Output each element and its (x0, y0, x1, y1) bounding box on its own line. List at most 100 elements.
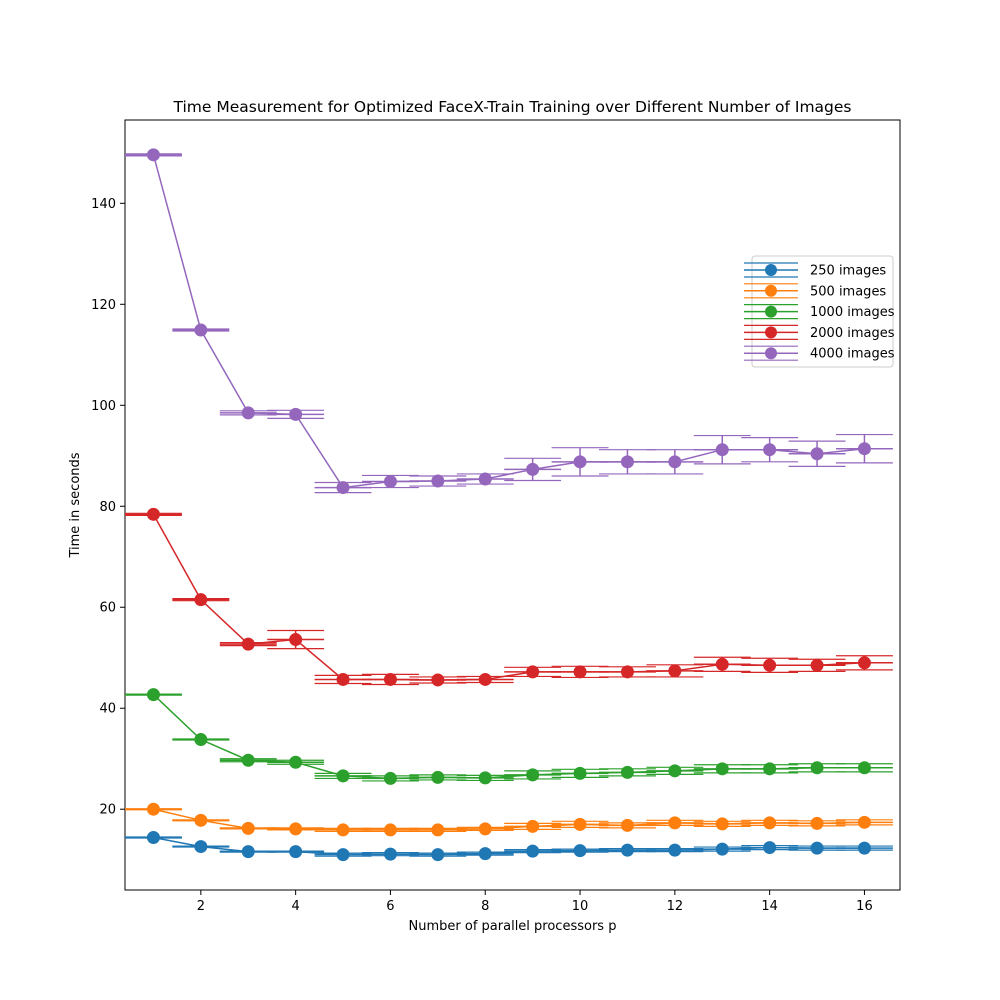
data-point (526, 665, 540, 679)
data-point (289, 845, 303, 859)
data-point (478, 771, 492, 785)
data-point (715, 657, 729, 671)
data-point (763, 443, 777, 457)
data-point (383, 475, 397, 489)
data-point (478, 822, 492, 836)
series-2000-images (125, 507, 893, 687)
series-line (152, 513, 865, 681)
data-point (715, 762, 729, 776)
data-point (336, 672, 350, 686)
legend-marker (765, 326, 777, 339)
legend-entry: 1000 images (744, 304, 895, 320)
data-point (857, 815, 871, 829)
data-point (573, 665, 587, 679)
x-tick-label: 2 (197, 899, 205, 914)
y-tick-label: 120 (91, 298, 116, 313)
data-point (289, 755, 303, 769)
data-point (289, 822, 303, 836)
x-tick-label: 4 (292, 899, 300, 914)
data-point (146, 507, 160, 521)
x-axis-label: Number of parallel processors p (409, 919, 617, 934)
data-point (715, 443, 729, 457)
data-point (857, 841, 871, 855)
data-point (526, 462, 540, 476)
legend-label: 500 images (810, 284, 886, 299)
data-point (810, 447, 824, 461)
legend-label: 1000 images (810, 305, 895, 320)
data-point (763, 841, 777, 855)
data-point (146, 830, 160, 844)
data-point (620, 818, 634, 832)
data-point (763, 658, 777, 672)
x-tick-label: 16 (856, 899, 873, 914)
series-1000-images (125, 688, 893, 785)
x-tick-label: 6 (386, 899, 394, 914)
data-point (478, 847, 492, 861)
data-point (573, 817, 587, 831)
plot-frame (124, 119, 901, 891)
legend-marker (765, 347, 777, 360)
data-point (763, 762, 777, 776)
data-point (383, 847, 397, 861)
data-point (241, 845, 255, 859)
y-tick-label: 60 (99, 601, 116, 616)
series-line (152, 694, 865, 780)
data-point (336, 769, 350, 783)
y-tick-label: 40 (99, 702, 116, 717)
data-point (431, 673, 445, 687)
data-point (526, 819, 540, 833)
data-point (668, 843, 682, 857)
y-axis: 20 40 60 80 100 120 140 (91, 197, 125, 818)
y-tick-label: 140 (91, 197, 116, 212)
legend-entry: 4000 images (744, 345, 895, 362)
chart-title: Time Measurement for Optimized FaceX-Tra… (173, 98, 852, 116)
y-tick-label: 80 (99, 500, 116, 515)
data-point (383, 823, 397, 837)
data-point (573, 766, 587, 780)
data-point (810, 761, 824, 775)
series-500-images (125, 802, 893, 837)
y-tick-label: 20 (99, 803, 116, 818)
data-point (194, 323, 208, 337)
data-point (857, 656, 871, 670)
legend-label: 250 images (810, 264, 886, 279)
data-point (668, 664, 682, 678)
data-point (336, 848, 350, 862)
legend-entry: 2000 images (744, 324, 895, 341)
data-point (478, 472, 492, 486)
series-250-images (125, 830, 893, 862)
data-point (478, 672, 492, 686)
y-tick-label: 100 (91, 399, 116, 414)
data-point (620, 665, 634, 679)
x-tick-label: 10 (572, 899, 589, 914)
legend-label: 4000 images (810, 347, 895, 362)
data-point (194, 593, 208, 607)
plot-area (124, 119, 901, 891)
data-point (289, 407, 303, 421)
data-point (146, 802, 160, 816)
data-point (241, 637, 255, 651)
legend-entry: 250 images (744, 262, 886, 279)
legend-marker (765, 305, 777, 318)
data-point (431, 848, 445, 862)
data-point (668, 816, 682, 830)
data-point (573, 455, 587, 469)
data-point (336, 481, 350, 495)
x-tick-label: 14 (761, 899, 778, 914)
data-point (857, 442, 871, 456)
data-point (241, 753, 255, 767)
data-point (383, 771, 397, 785)
data-point (194, 733, 208, 747)
legend-marker (765, 264, 777, 276)
x-tick-label: 12 (667, 899, 684, 914)
data-point (241, 821, 255, 835)
series-4000-images (125, 148, 893, 495)
data-point (620, 843, 634, 857)
data-point (668, 764, 682, 778)
legend-label: 2000 images (810, 326, 895, 341)
legend-marker (765, 284, 777, 297)
data-point (763, 816, 777, 830)
data-point (810, 816, 824, 830)
data-point (431, 770, 445, 784)
legend: 250 images 500 images 1000 images 2000 imag… (744, 255, 895, 368)
